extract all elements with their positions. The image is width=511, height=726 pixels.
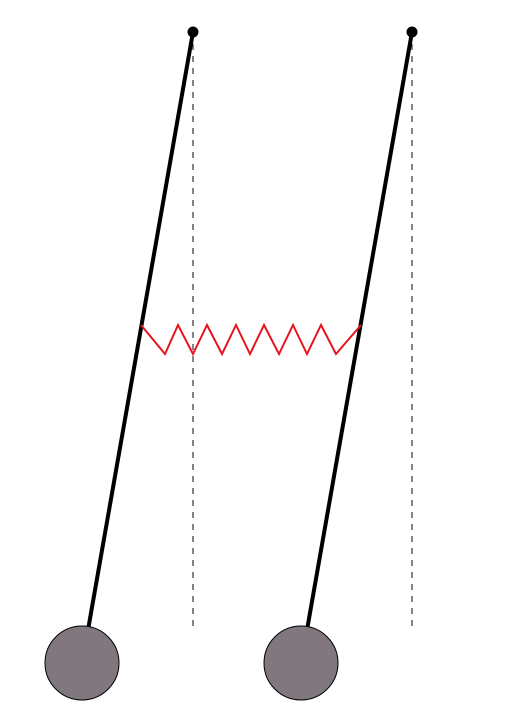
left-pivot-point	[187, 26, 199, 38]
left-pendulum-rod	[86, 30, 195, 632]
coupling-spring	[140, 322, 362, 357]
right-pivot-point	[406, 26, 418, 38]
right-pendulum-rod	[305, 30, 414, 632]
left-pendulum-bob	[44, 625, 120, 701]
right-pendulum	[263, 26, 418, 701]
right-pendulum-bob	[263, 625, 339, 701]
left-pendulum	[44, 26, 199, 701]
